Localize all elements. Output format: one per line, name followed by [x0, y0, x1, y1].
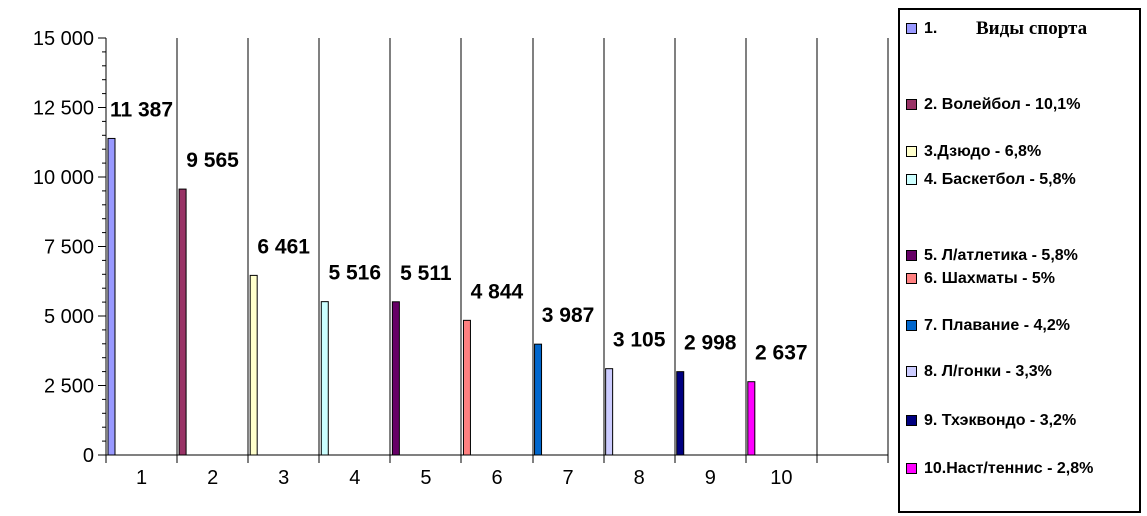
data-label: 2 998	[684, 332, 737, 355]
legend-swatch	[906, 273, 917, 284]
bar	[391, 301, 400, 456]
bar	[605, 368, 614, 456]
legend-label: 4. Баскетбол - 5,8%	[924, 171, 1076, 188]
y-tick-label: 10 000	[33, 167, 94, 189]
legend-label: 1.	[924, 20, 938, 37]
legend-swatch	[906, 415, 917, 426]
bar	[107, 137, 116, 456]
bar	[676, 371, 685, 456]
x-tick-label: 6	[491, 467, 502, 489]
legend-title: Виды спорта	[976, 18, 1088, 39]
x-tick-label: 1	[136, 467, 147, 489]
legend-label: 10.Наст/теннис - 2,8%	[924, 460, 1094, 477]
bar	[462, 319, 471, 456]
x-tick-label: 5	[420, 467, 431, 489]
data-label: 11 387	[110, 98, 173, 121]
bar	[747, 381, 756, 456]
legend-label: 8. Л/гонки - 3,3%	[924, 363, 1052, 380]
x-axis-ticks: 1 2 3 4 5 6 7 8 9 10	[105, 455, 889, 489]
legend: Виды спорта 1. 2. Волейбол - 10,1% 3.Дзюдо…	[898, 8, 1141, 513]
bar-chart: 0 2 500 5 000 7 500 10 000 12 500 15 000 1 2 3 4 5…	[33, 28, 889, 489]
legend-label: 5. Л/атлетика - 5,8%	[924, 247, 1078, 264]
legend-swatch	[906, 463, 917, 474]
data-labels: 11 387 9 565 6 461 5 516 5 511 4 844 3 987 3 10…	[110, 98, 808, 364]
y-tick-label: 12 500	[33, 98, 94, 120]
x-tick-label: 2	[207, 467, 218, 489]
legend-swatch	[906, 320, 917, 331]
y-tick-label: 2 500	[44, 376, 94, 398]
data-label: 3 987	[542, 304, 595, 327]
legend-label: 2. Волейбол - 10,1%	[924, 96, 1081, 113]
data-label: 5 511	[400, 262, 452, 285]
data-label: 4 844	[471, 280, 524, 303]
y-tick-label: 0	[83, 445, 94, 467]
legend-swatch	[906, 146, 917, 157]
x-tick-label: 3	[278, 467, 289, 489]
legend-swatch	[906, 250, 917, 261]
bars	[107, 137, 756, 456]
x-tick-label: 4	[349, 467, 360, 489]
y-tick-label: 7 500	[44, 237, 94, 259]
data-label: 5 516	[328, 262, 381, 285]
data-label: 2 637	[755, 342, 808, 365]
bar	[178, 188, 187, 456]
x-tick-label: 10	[770, 467, 792, 489]
bar	[249, 274, 258, 456]
legend-swatch	[906, 174, 917, 185]
x-tick-label: 9	[705, 467, 716, 489]
bar	[534, 343, 543, 456]
legend-label: 9. Тхэквондо - 3,2%	[924, 412, 1077, 429]
axes	[105, 38, 888, 456]
data-label: 9 565	[186, 149, 239, 172]
legend-swatch	[906, 99, 917, 110]
x-tick-label: 8	[634, 467, 645, 489]
y-tick-label: 15 000	[33, 28, 94, 50]
x-tick-label: 7	[563, 467, 574, 489]
y-tick-label: 5 000	[44, 306, 94, 328]
legend-swatch	[906, 366, 917, 377]
y-axis-ticks: 0 2 500 5 000 7 500 10 000 12 500 15 000	[33, 28, 106, 467]
legend-swatch	[906, 23, 917, 34]
legend-label: 7. Плавание - 4,2%	[924, 317, 1070, 334]
legend-label: 6. Шахматы - 5%	[924, 270, 1056, 287]
vertical-gridlines	[176, 38, 889, 455]
legend-label: 3.Дзюдо - 6,8%	[924, 143, 1042, 160]
bar	[320, 301, 329, 456]
data-label: 3 105	[613, 329, 666, 352]
data-label: 6 461	[257, 235, 310, 258]
